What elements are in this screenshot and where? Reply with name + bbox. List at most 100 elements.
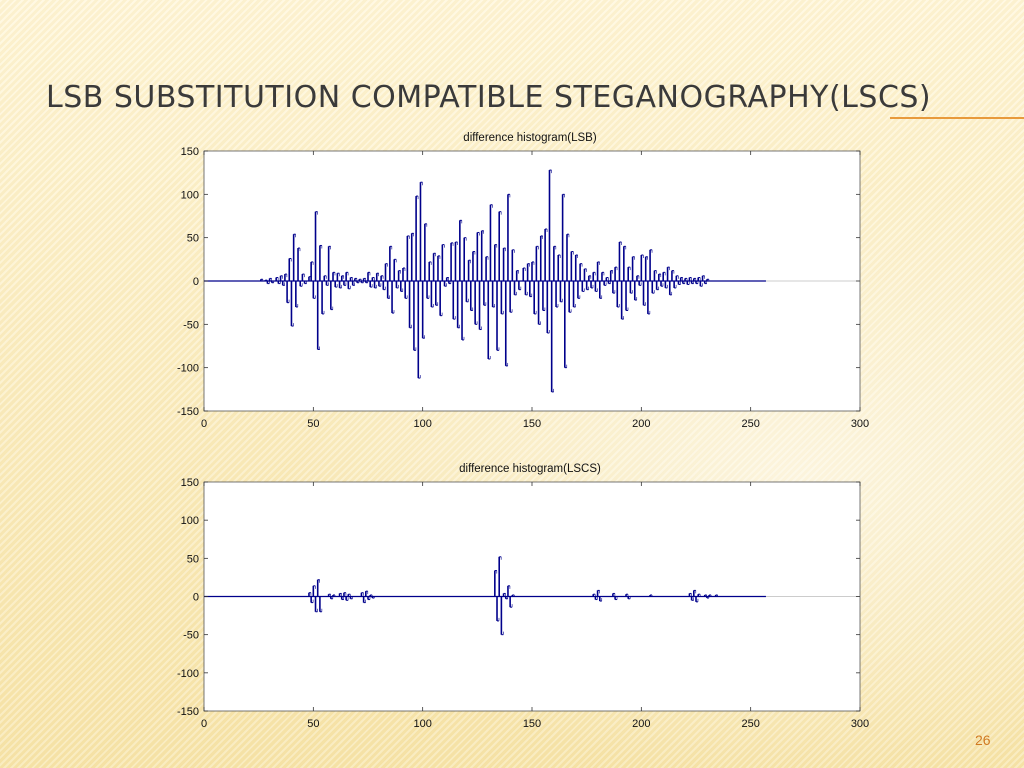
bar: [566, 233, 570, 281]
bar: [369, 594, 373, 597]
bar: [476, 231, 480, 281]
bar: [340, 275, 345, 281]
bar: [649, 594, 653, 597]
bar: [327, 593, 331, 597]
bar: [483, 281, 487, 306]
bar: [343, 592, 347, 597]
bar: [539, 235, 544, 281]
y-tick-label: -100: [177, 363, 199, 375]
bar: [321, 281, 325, 315]
bar: [585, 281, 589, 291]
bar: [697, 593, 701, 597]
bar: [312, 585, 316, 597]
bar: [555, 281, 559, 308]
bar: [382, 281, 386, 291]
bar: [472, 251, 476, 281]
bar: [581, 281, 585, 292]
bar: [638, 281, 642, 286]
bar: [623, 245, 627, 281]
chart-title: difference histogram(LSB): [463, 132, 597, 144]
bar: [693, 589, 697, 597]
bar: [590, 281, 594, 289]
bar: [286, 281, 290, 304]
bar: [351, 281, 355, 286]
bar: [410, 232, 415, 281]
bar: [522, 267, 526, 281]
bar: [631, 256, 635, 281]
bar: [310, 261, 314, 281]
bar: [524, 281, 528, 296]
bar: [529, 281, 533, 298]
bar: [367, 596, 371, 601]
bar: [338, 281, 342, 289]
bar: [456, 281, 460, 329]
bar: [312, 281, 316, 299]
bar: [465, 281, 469, 303]
x-tick-label: 150: [523, 418, 541, 430]
bar: [500, 596, 504, 636]
bar: [430, 281, 434, 308]
bar: [454, 241, 458, 281]
bar: [330, 596, 334, 600]
bar: [299, 281, 303, 287]
bar: [308, 276, 312, 281]
bar: [268, 277, 272, 281]
x-tick-label: 300: [851, 718, 869, 730]
bar: [365, 281, 369, 284]
bar: [441, 244, 445, 281]
bar: [660, 281, 664, 287]
x-tick-label: 200: [632, 718, 650, 730]
bar: [706, 596, 710, 599]
bar: [384, 263, 388, 281]
bar: [439, 281, 443, 317]
bar: [378, 281, 382, 287]
bar: [620, 281, 624, 320]
bar: [301, 273, 305, 281]
bar: [658, 273, 662, 281]
bar: [579, 263, 583, 281]
y-tick-label: 150: [181, 477, 199, 489]
bar: [489, 204, 493, 281]
bar: [496, 596, 500, 622]
y-tick-label: 150: [181, 146, 199, 158]
bar: [281, 281, 285, 286]
bar: [349, 596, 353, 600]
bar: [653, 270, 657, 281]
y-tick-label: -50: [183, 319, 199, 331]
bar: [695, 596, 699, 603]
bar: [642, 281, 646, 306]
bar: [260, 278, 264, 281]
bar: [487, 281, 491, 360]
bar: [647, 281, 651, 315]
bar: [537, 281, 541, 325]
bar: [319, 596, 323, 613]
bar: [340, 596, 345, 601]
bar: [426, 281, 430, 299]
bar: [598, 596, 603, 602]
bar: [601, 271, 605, 281]
bar: [544, 228, 548, 281]
bar: [448, 281, 452, 285]
bar: [445, 277, 449, 281]
bar: [434, 281, 439, 306]
bar: [393, 258, 397, 281]
bar: [666, 266, 670, 281]
bar: [588, 275, 592, 281]
bar: [679, 277, 683, 281]
bar: [480, 230, 484, 281]
y-tick-label: 100: [181, 515, 199, 527]
x-tick-label: 0: [201, 718, 207, 730]
bar: [568, 281, 572, 313]
bar: [323, 275, 327, 281]
bar: [596, 589, 600, 597]
bar: [365, 590, 369, 597]
bar: [498, 556, 502, 597]
bar: [362, 596, 366, 604]
title-accent-line: [890, 117, 1024, 119]
bar: [607, 281, 611, 285]
bar: [596, 261, 600, 281]
bar: [526, 263, 530, 281]
bar: [603, 281, 607, 286]
